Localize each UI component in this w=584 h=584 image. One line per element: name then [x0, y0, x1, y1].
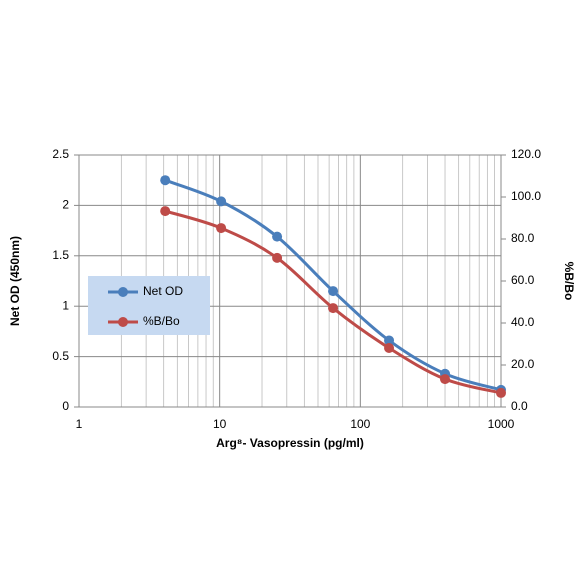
y2-tick-label: 20.0 [511, 357, 535, 371]
x-tick-label: 100 [350, 417, 370, 431]
x-tick-label: 1 [76, 417, 83, 431]
y2-axis-title: %B/Bo [562, 262, 576, 301]
y-tick-label: 0.5 [52, 349, 69, 363]
y-tick-label: 1.5 [52, 248, 69, 262]
x-tick-label: 10 [213, 417, 227, 431]
legend-marker [118, 287, 128, 297]
y2-tick-label: 100.0 [511, 189, 541, 203]
legend-label: %B/Bo [143, 314, 180, 328]
data-point [328, 303, 339, 314]
data-point [384, 342, 395, 353]
y-tick-label: 1 [62, 298, 69, 312]
y-axis-title: Net OD (450nm) [8, 236, 22, 326]
data-point [272, 231, 283, 242]
data-point [328, 286, 339, 297]
legend: Net OD %B/Bo [88, 276, 210, 335]
y2-tick-label: 40.0 [511, 315, 535, 329]
data-point [216, 196, 227, 207]
y2-tick-label: 80.0 [511, 231, 535, 245]
y-tick-label: 0 [62, 399, 69, 413]
y-tick-label: 2.5 [52, 147, 69, 161]
data-point [160, 175, 171, 186]
y2-tick-label: 60.0 [511, 273, 535, 287]
data-point [496, 387, 506, 398]
data-point [216, 223, 227, 234]
x-tick-label: 1000 [488, 417, 515, 431]
y2-tick-label: 120.0 [511, 147, 541, 161]
legend-box [88, 276, 210, 335]
data-point [160, 206, 171, 217]
x-axis-title: Arg⁸- Vasopressin (pg/ml) [216, 436, 364, 450]
legend-label: Net OD [143, 284, 183, 298]
y-tick-label: 2 [62, 198, 69, 212]
legend-marker [118, 317, 128, 327]
data-point [384, 335, 395, 346]
data-point [440, 374, 451, 385]
data-point [272, 252, 283, 263]
y2-tick-label: 0.0 [511, 399, 528, 413]
